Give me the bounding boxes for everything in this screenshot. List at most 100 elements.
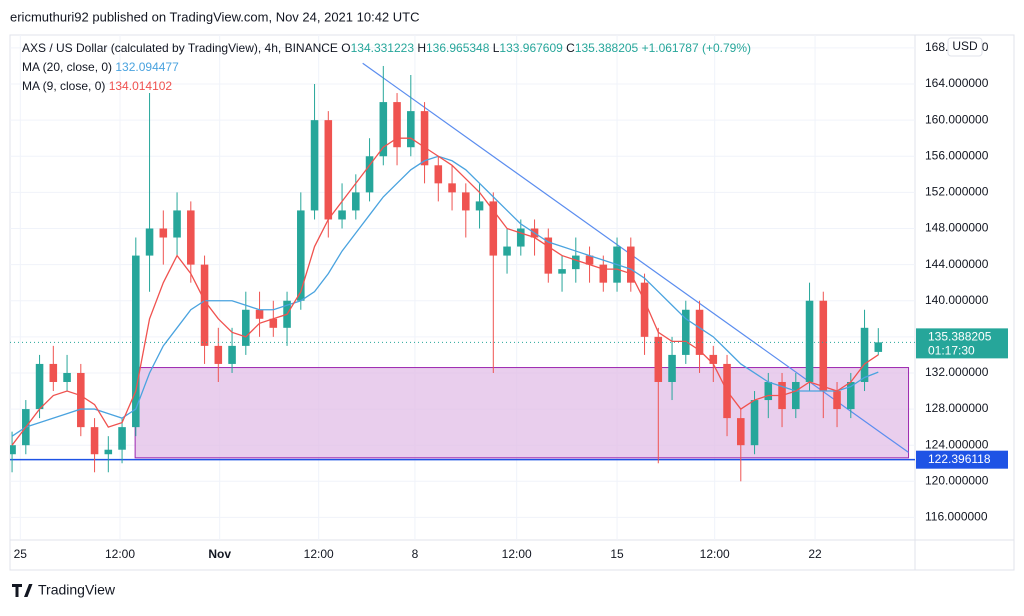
- candle-body: [200, 264, 209, 346]
- legend-text: 136.965348: [426, 41, 490, 55]
- y-tick-label: 164.000000: [925, 76, 989, 90]
- candle-body: [132, 255, 140, 428]
- y-tick-label: 152.000000: [925, 185, 989, 199]
- ma-legend: MA (20, close, 0) 132.094477: [22, 60, 179, 74]
- candle-body: [269, 318, 278, 328]
- candle-body: [297, 210, 305, 301]
- countdown-label: 01:17:30: [928, 344, 975, 358]
- x-tick-label: 8: [412, 547, 419, 561]
- legend-text: 134.331223: [351, 41, 415, 55]
- candle-body: [242, 309, 250, 346]
- candle-body: [324, 120, 333, 220]
- candle-body: [77, 372, 85, 428]
- x-tick-label: 22: [808, 547, 822, 561]
- x-tick-label: 25: [14, 547, 28, 561]
- y-tick-label: 156.000000: [925, 148, 989, 162]
- candle-body: [695, 309, 704, 355]
- last-price-box: [916, 328, 1008, 359]
- candle-body: [833, 391, 841, 410]
- footer-logo: TradingView: [12, 582, 116, 598]
- x-tick-label: 12:00: [700, 547, 730, 561]
- candle-body: [517, 228, 525, 247]
- candle-body: [682, 309, 690, 355]
- support-zone: [134, 367, 910, 459]
- candle-body: [118, 427, 126, 450]
- hline-price-box: [916, 450, 1008, 469]
- candle-body: [145, 228, 154, 256]
- candle-body: [737, 418, 745, 446]
- candle-body: [503, 246, 511, 256]
- candle-body: [434, 165, 443, 184]
- candle-body: [365, 156, 374, 193]
- candle-body: [874, 342, 883, 352]
- candle-body: [847, 381, 855, 410]
- legend-text: AXS / US Dollar (calculated by TradingVi…: [22, 41, 338, 55]
- candle-body: [475, 201, 484, 211]
- last-price-label: 135.388205: [928, 330, 992, 344]
- published-line: ericmuthuri92 published on TradingView.c…: [10, 9, 420, 24]
- candle-body: [310, 120, 319, 211]
- x-tick-label: 12:00: [304, 547, 334, 561]
- candle-body: [572, 255, 580, 270]
- ma-line: [11, 155, 879, 437]
- candle-body: [49, 363, 58, 382]
- brand: TradingView: [38, 582, 116, 598]
- legend-text: O: [338, 41, 351, 55]
- candle-body: [214, 345, 223, 364]
- candle-body: [805, 300, 814, 382]
- x-tick-label: 15: [610, 547, 624, 561]
- y-tick-label: 120.000000: [925, 473, 989, 487]
- candle-body: [544, 237, 553, 274]
- candle-body: [640, 282, 649, 337]
- candle-body: [585, 255, 594, 265]
- legend: AXS / US Dollar (calculated by TradingVi…: [22, 41, 751, 93]
- candle-body: [255, 309, 264, 319]
- y-tick-label: 116.000000: [925, 510, 988, 524]
- candle-body: [352, 192, 360, 211]
- candle-body: [709, 354, 718, 364]
- x-tick-label: 12:00: [105, 547, 135, 561]
- legend-text: 132.094477: [112, 60, 179, 74]
- currency-box: [947, 37, 983, 57]
- legend-text: MA (9, close, 0): [22, 79, 105, 93]
- ma-line: [11, 137, 879, 446]
- y-tick-label: 148.000000: [925, 221, 989, 235]
- legend-text: H: [414, 41, 426, 55]
- candle-body: [792, 381, 800, 410]
- y-tick-label: 144.000000: [925, 257, 989, 271]
- candle-body: [462, 192, 470, 211]
- chart-frame: [9, 34, 1015, 571]
- legend-text: 133.967609: [499, 41, 563, 55]
- trendline: [362, 62, 909, 453]
- candle-body: [379, 102, 388, 157]
- candle-body: [764, 381, 773, 401]
- candle-body: [338, 210, 346, 220]
- candle-body: [63, 372, 71, 382]
- candle-body: [407, 111, 415, 148]
- ma-legend: MA (9, close, 0) 134.014102: [22, 79, 172, 93]
- logo-mark: [12, 584, 33, 597]
- legend-text: 134.014102: [105, 79, 172, 93]
- candle-body: [599, 264, 608, 283]
- candle-body: [489, 201, 498, 256]
- candle-body: [750, 400, 759, 446]
- candle-body: [558, 269, 566, 274]
- y-tick-label: 140.000000: [925, 293, 989, 307]
- legend-text: 135.388205: [575, 41, 639, 55]
- legend-title: AXS / US Dollar (calculated by TradingVi…: [22, 41, 751, 55]
- y-tick-label: 124.000000: [925, 437, 989, 451]
- candle-body: [104, 449, 113, 455]
- candle-body: [35, 363, 44, 410]
- candle-body: [393, 102, 401, 148]
- candle-body: [668, 354, 676, 382]
- candle-body: [654, 336, 663, 382]
- x-tick-label: 12:00: [502, 547, 532, 561]
- candle-body: [860, 327, 869, 382]
- candle-body: [173, 210, 181, 238]
- candle-body: [10, 445, 16, 455]
- y-tick-label: 132.000000: [925, 365, 989, 379]
- legend-text: L: [489, 41, 499, 55]
- y-tick-label: 128.000000: [925, 401, 989, 415]
- legend-text: C: [563, 41, 575, 55]
